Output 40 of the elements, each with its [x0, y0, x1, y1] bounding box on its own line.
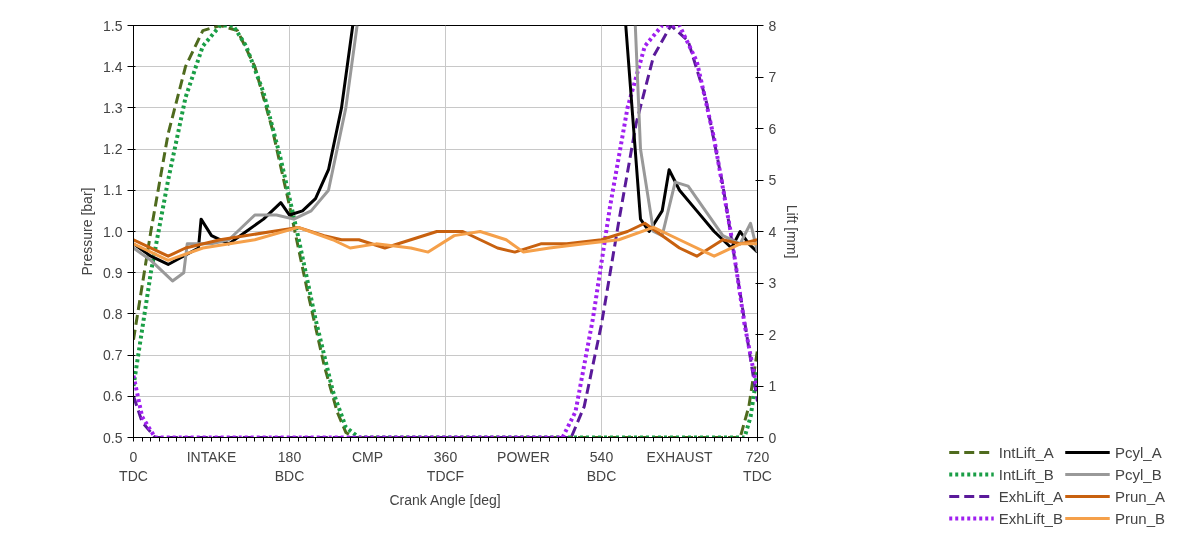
x-tick-label: 540 BDC — [586, 448, 617, 484]
y-tick-label: 0.7 — [103, 347, 123, 364]
x-tick-label: 720 TDC — [743, 448, 772, 484]
legend-label: Prun_A — [1114, 487, 1165, 505]
y2-axis-title: Lift [mm] — [784, 204, 801, 259]
legend-label: ExhLift_B — [998, 509, 1063, 527]
y-tick-label: 0.9 — [103, 264, 123, 281]
y2-tick-label: 5 — [768, 172, 777, 188]
y2-tick-label: 0 — [768, 429, 777, 446]
y-tick-label: 1.4 — [103, 58, 123, 75]
x-tick-label: 180 BDC — [274, 448, 305, 484]
y2-tick-label: 6 — [768, 120, 777, 137]
y-tick-label: 1.1 — [103, 182, 123, 199]
y-tick-label: 0.8 — [103, 305, 123, 322]
x-tick-label: INTAKE — [186, 448, 237, 465]
y-tick-label: 1.2 — [103, 141, 123, 158]
y-tick-label: 1.3 — [103, 99, 123, 116]
y-tick-label: 1.5 — [103, 17, 123, 34]
x-tick-label: 360 TDCF — [426, 448, 465, 484]
legend-label: IntLift_A — [998, 443, 1054, 461]
y2-tick-label: 2 — [768, 326, 777, 343]
legend-label: ExhLift_A — [998, 487, 1063, 505]
x-tick-label: 0 TDC — [119, 448, 148, 484]
y-tick-label: 0.6 — [103, 388, 123, 405]
x-tick-label: POWER — [497, 448, 550, 465]
y2-tick-label: 1 — [768, 378, 777, 394]
y-tick-label: 1.0 — [103, 223, 123, 240]
y-axis-title: Pressure [bar] — [79, 187, 96, 276]
x-tick-label: EXHAUST — [646, 448, 714, 465]
x-tick-label: CMP — [351, 448, 384, 465]
y2-tick-label: 4 — [768, 223, 777, 240]
x-axis-title: Crank Angle [deg] — [389, 491, 501, 508]
y-tick-label: 0.5 — [103, 429, 123, 446]
y2-tick-label: 3 — [768, 275, 777, 291]
legend-label: Pcyl_A — [1114, 443, 1162, 461]
legend-label: IntLift_B — [998, 465, 1054, 483]
y2-tick-label: 7 — [768, 69, 777, 85]
y2-tick-label: 8 — [768, 17, 777, 34]
legend-label: Prun_B — [1114, 509, 1165, 527]
legend-label: Pcyl_B — [1114, 465, 1162, 483]
